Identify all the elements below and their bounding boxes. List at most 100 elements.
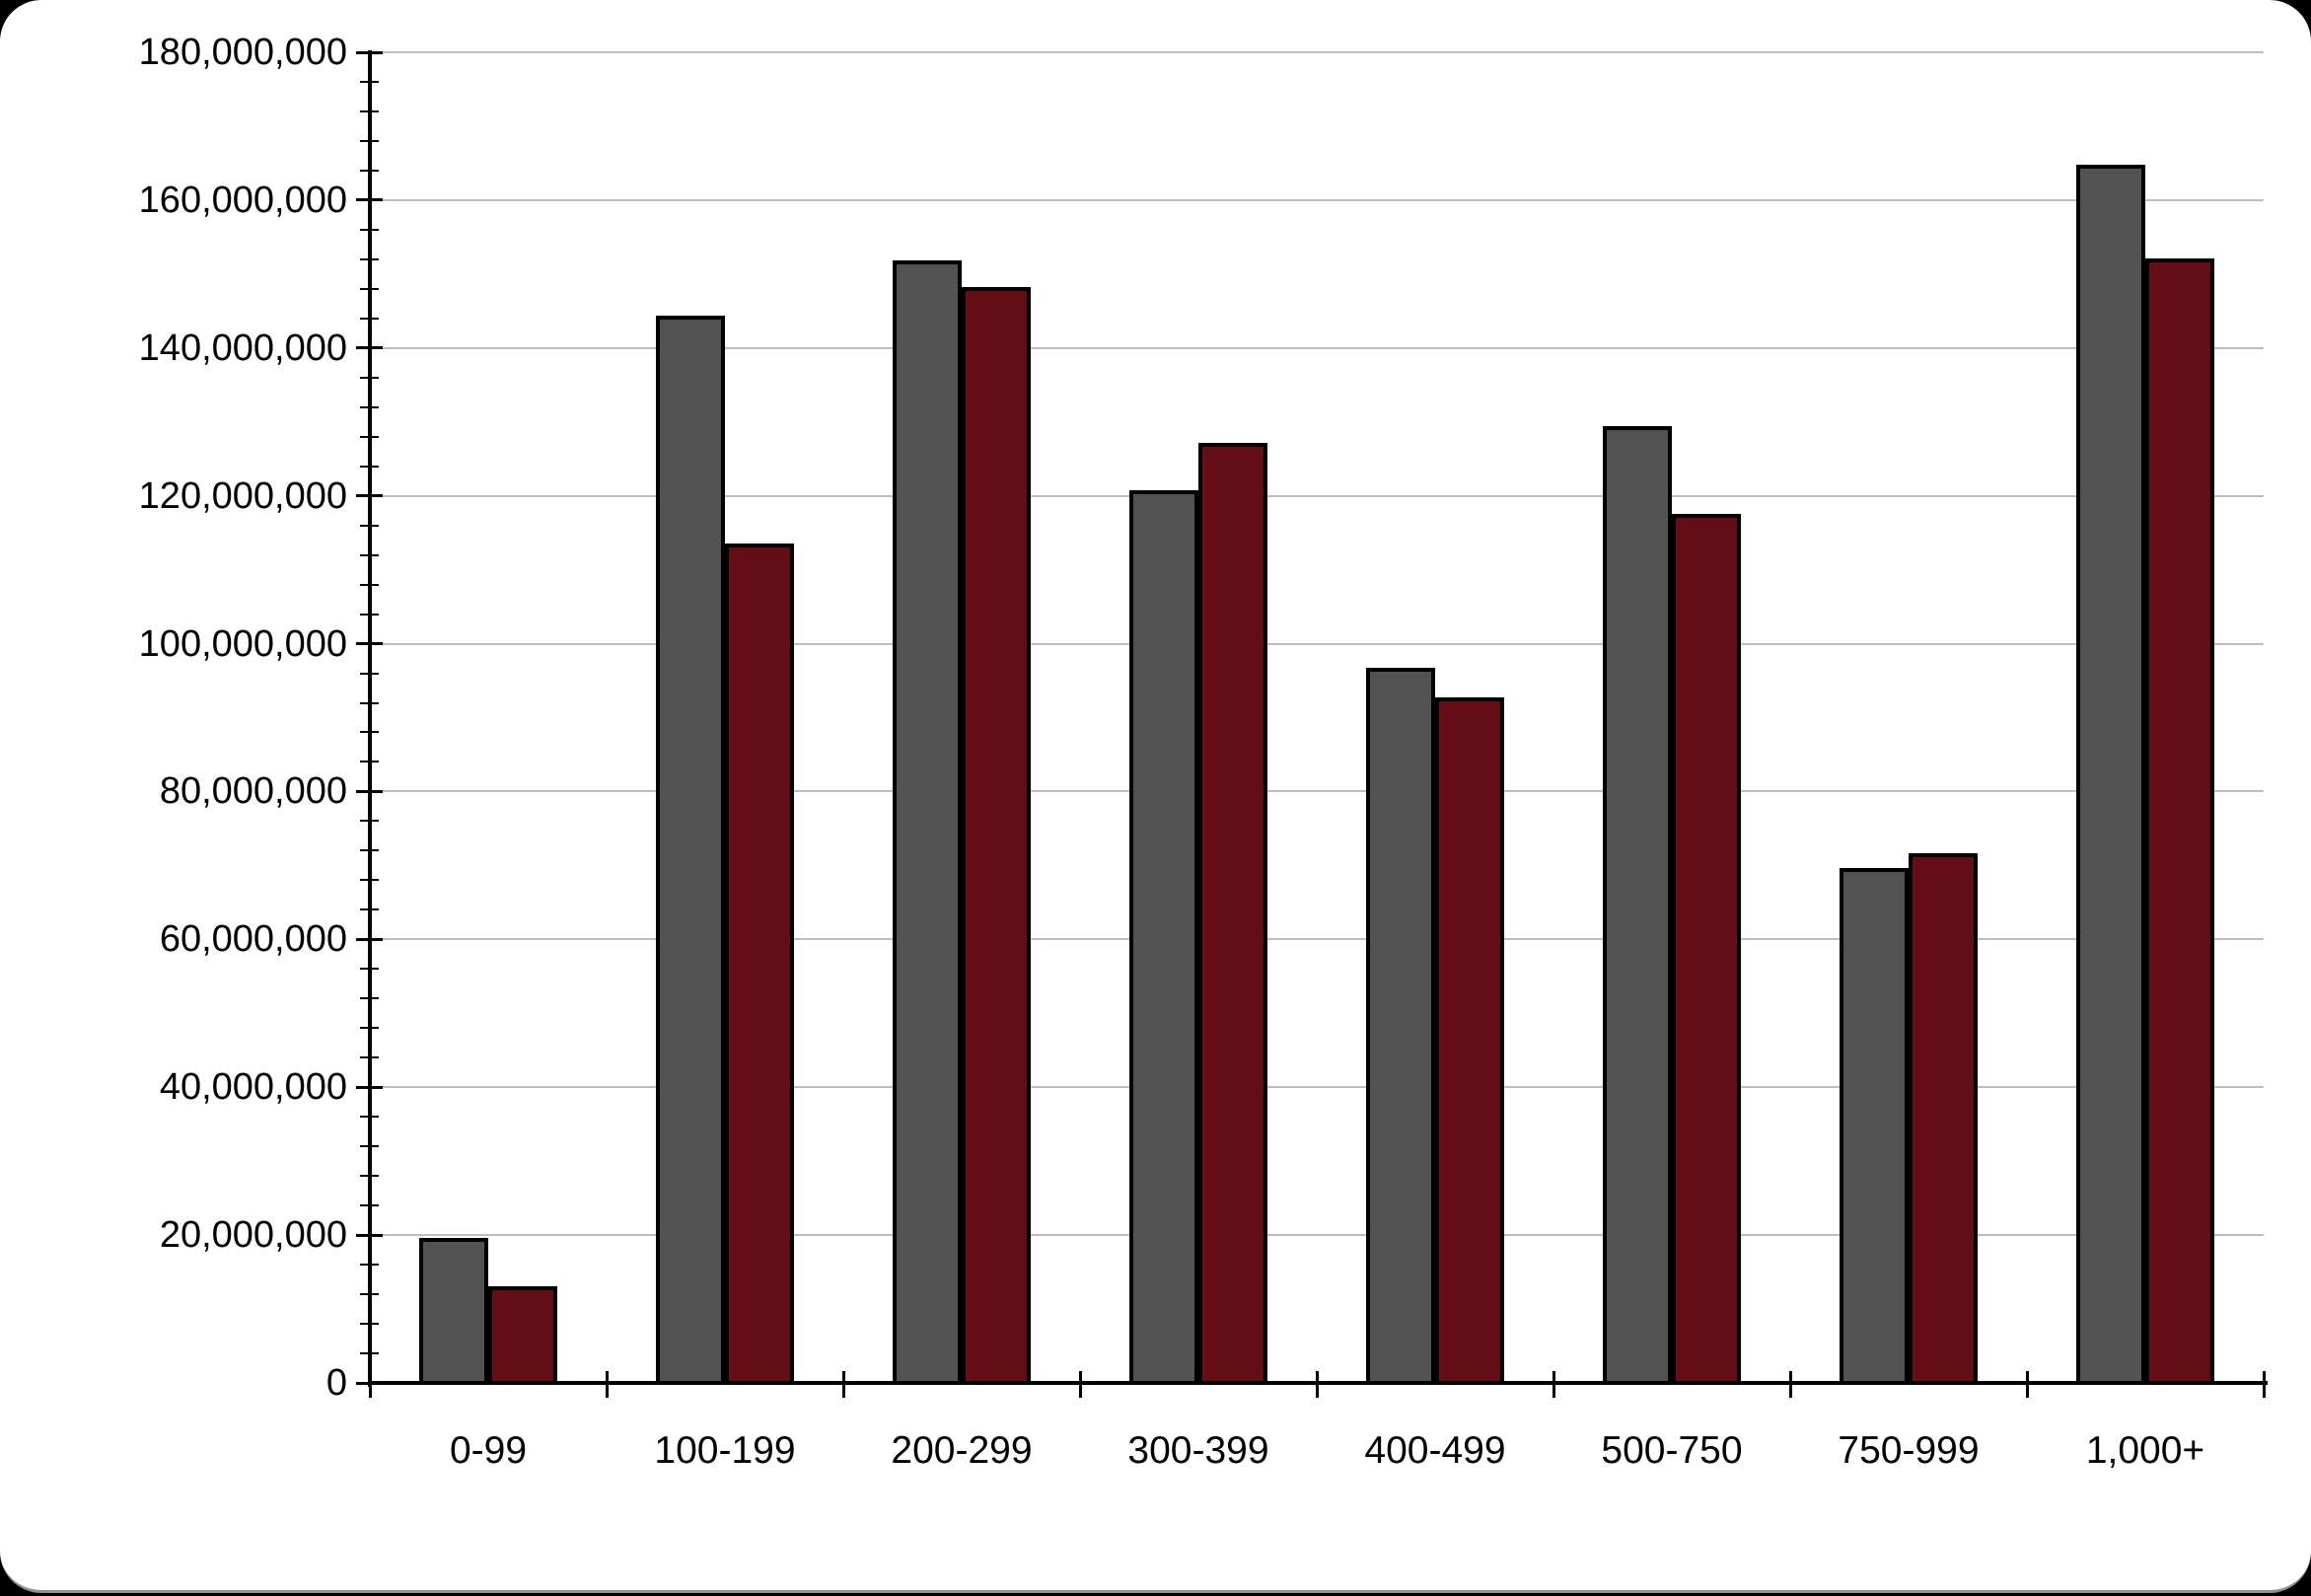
bar-gray-1-000+ [2076,164,2145,1385]
y-minor-tick [360,139,379,142]
y-major-tick [356,198,383,202]
major-gridline [370,1086,2264,1089]
y-major-tick [356,1085,383,1089]
y-minor-tick [360,731,379,734]
bar-dark-red-200-299 [962,286,1031,1385]
x-axis-category-label: 500-750 [1601,1429,1743,1472]
bar-dark-red-500-750 [1672,513,1741,1385]
y-minor-tick [360,820,379,823]
y-minor-tick [360,524,379,527]
bar-dark-red-400-499 [1435,697,1504,1385]
bar-gray-100-199 [656,315,725,1385]
bar-gray-200-299 [893,260,962,1385]
y-major-tick [356,346,383,350]
y-minor-tick [360,1175,379,1178]
y-minor-tick [360,405,379,408]
y-axis-tick-label: 60,000,000 [159,918,347,961]
y-minor-tick [360,879,379,882]
x-axis-category-label: 100-199 [654,1429,796,1472]
x-axis-category-label: 200-299 [891,1429,1033,1472]
y-minor-tick [360,761,379,763]
y-minor-tick [360,997,379,1000]
y-minor-tick [360,968,379,971]
x-axis-category-label: 750-999 [1838,1429,1980,1472]
y-minor-tick [360,583,379,586]
y-axis-tick-label: 160,000,000 [138,179,347,221]
y-minor-tick [360,1116,379,1119]
y-minor-tick [360,672,379,675]
y-minor-tick [360,80,379,83]
bar-dark-red-100-199 [725,543,794,1385]
bar-dark-red-300-399 [1198,442,1267,1385]
y-axis-line [368,50,372,1387]
y-axis-tick-label: 80,000,000 [159,770,347,813]
bar-gray-500-750 [1603,426,1672,1385]
bar-dark-red-750-999 [1909,852,1978,1385]
y-major-tick [356,1233,383,1237]
y-minor-tick [360,1323,379,1326]
y-minor-tick [360,849,379,852]
y-minor-tick [360,169,379,172]
y-axis-tick-label: 40,000,000 [159,1066,347,1109]
y-major-tick [356,494,383,498]
major-gridline [370,346,2264,349]
y-axis-tick-label: 140,000,000 [138,326,347,369]
y-minor-tick [360,613,379,616]
y-minor-tick [360,701,379,704]
x-axis-category-label: 400-499 [1364,1429,1506,1472]
y-axis-tick-label: 0 [325,1362,347,1404]
major-gridline [370,790,2264,793]
y-minor-tick [360,1204,379,1207]
y-major-tick [356,789,383,793]
y-axis-tick-label: 120,000,000 [138,474,347,517]
y-axis-tick-label: 180,000,000 [138,32,347,73]
y-minor-tick [360,257,379,260]
y-major-tick [356,642,383,646]
x-axis-tick [1788,1371,1792,1398]
y-minor-tick [360,1027,379,1030]
major-gridline [370,938,2264,941]
y-minor-tick [360,1293,379,1296]
y-minor-tick [360,1056,379,1059]
y-minor-tick [360,465,379,468]
major-gridline [370,642,2264,645]
y-minor-tick [360,553,379,556]
x-axis-category-label: 1,000+ [2085,1429,2205,1472]
y-minor-tick [360,1264,379,1267]
y-axis-tick-label: 100,000,000 [138,622,347,665]
y-axis-tick-label: 20,000,000 [159,1214,347,1257]
y-major-tick [356,937,383,941]
major-gridline [370,198,2264,201]
x-axis-category-label: 0-99 [449,1429,528,1472]
y-minor-tick [360,228,379,231]
bar-gray-400-499 [1366,668,1435,1385]
x-axis-tick [1078,1371,1082,1398]
major-gridline [370,494,2264,497]
x-axis-tick [368,1371,372,1398]
bar-gray-0-99 [419,1238,488,1385]
y-minor-tick [360,1352,379,1355]
x-axis-tick [2025,1371,2029,1398]
y-minor-tick [360,1145,379,1148]
bar-dark-red-0-99 [488,1285,557,1385]
major-gridline [370,51,2264,53]
y-minor-tick [360,435,379,438]
x-axis-tick [841,1371,845,1398]
y-minor-tick [360,287,379,290]
x-axis-tick [605,1371,609,1398]
y-minor-tick [360,908,379,911]
y-major-tick [356,50,383,54]
x-axis-tick [1552,1371,1555,1398]
x-axis-category-label: 300-399 [1127,1429,1269,1472]
y-minor-tick [360,376,379,379]
y-minor-tick [360,109,379,112]
y-minor-tick [360,317,379,320]
bar-gray-750-999 [1840,868,1909,1385]
major-gridline [370,1234,2264,1237]
bar-gray-300-399 [1129,490,1198,1385]
x-axis-tick [2262,1371,2266,1398]
x-axis-tick [1315,1371,1319,1398]
bar-dark-red-1-000+ [2145,258,2214,1385]
